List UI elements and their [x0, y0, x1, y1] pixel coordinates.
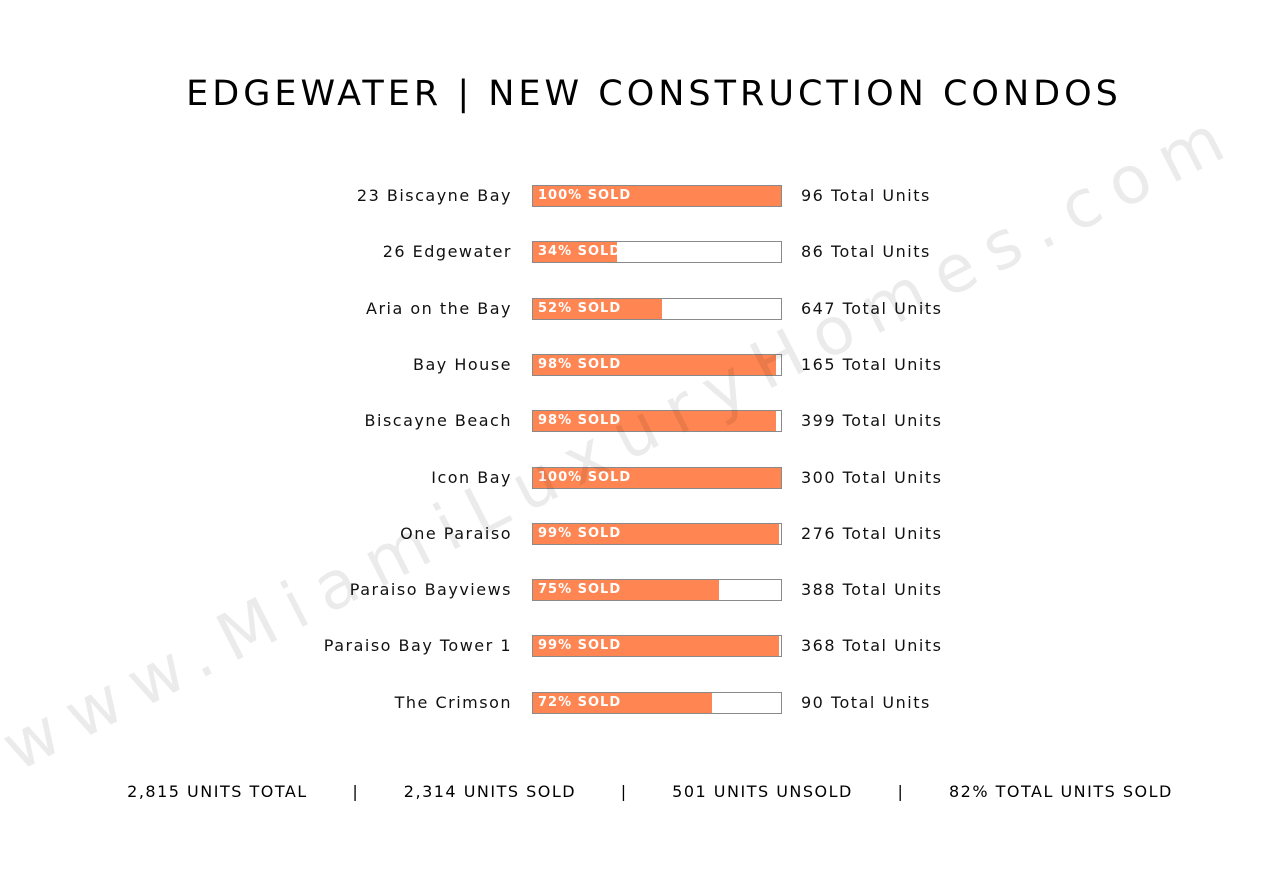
summary-unsold: 501 UNITS UNSOLD [672, 782, 853, 801]
summary-separator: | [620, 782, 628, 801]
bar-row: Paraiso Bayviews 75% SOLD 388 Total Units [0, 578, 1280, 602]
bar-fill [533, 636, 779, 656]
data-label: 75% SOLD [538, 582, 622, 597]
bar-track: 98% SOLD [532, 354, 782, 376]
bar-track: 99% SOLD [532, 523, 782, 545]
bar-fill [533, 580, 719, 600]
total-units-label: 86 Total Units [801, 242, 931, 261]
category-label: The Crimson [394, 693, 512, 712]
total-units-label: 368 Total Units [801, 636, 943, 655]
bar-row: One Paraiso 99% SOLD 276 Total Units [0, 522, 1280, 546]
bar-track: 99% SOLD [532, 635, 782, 657]
summary-line: 2,815 UNITS TOTAL | 2,314 UNITS SOLD | 5… [0, 782, 1280, 801]
category-label: One Paraiso [400, 524, 512, 543]
data-label: 72% SOLD [538, 695, 622, 710]
bar-row: Bay House 98% SOLD 165 Total Units [0, 353, 1280, 377]
bar-track: 72% SOLD [532, 692, 782, 714]
data-label: 99% SOLD [538, 638, 622, 653]
bar-track: 100% SOLD [532, 185, 782, 207]
bar-fill [533, 186, 781, 206]
bar-track: 100% SOLD [532, 467, 782, 489]
category-label: 23 Biscayne Bay [356, 186, 512, 205]
summary-percent: 82% TOTAL UNITS SOLD [948, 782, 1173, 801]
bar-track: 52% SOLD [532, 298, 782, 320]
data-label: 98% SOLD [538, 357, 622, 372]
category-label: Bay House [413, 355, 512, 374]
total-units-label: 96 Total Units [801, 186, 931, 205]
bar-track: 98% SOLD [532, 410, 782, 432]
data-label: 52% SOLD [538, 301, 622, 316]
category-label: Aria on the Bay [366, 299, 512, 318]
total-units-label: 276 Total Units [801, 524, 943, 543]
bar-fill [533, 242, 618, 262]
bar-fill [533, 411, 777, 431]
bar-row: 26 Edgewater 34% SOLD 86 Total Units [0, 240, 1280, 264]
total-units-label: 399 Total Units [801, 411, 943, 430]
summary-sold: 2,314 UNITS SOLD [403, 782, 577, 801]
summary-separator: | [897, 782, 905, 801]
bar-row: The Crimson 72% SOLD 90 Total Units [0, 691, 1280, 715]
bar-fill [533, 468, 781, 488]
data-label: 100% SOLD [538, 188, 632, 203]
total-units-label: 388 Total Units [801, 580, 943, 599]
total-units-label: 647 Total Units [801, 299, 943, 318]
data-label: 100% SOLD [538, 470, 632, 485]
bar-row: Paraiso Bay Tower 1 99% SOLD 368 Total Uni… [0, 634, 1280, 658]
category-label: Icon Bay [431, 468, 512, 487]
chart-title: EDGEWATER | NEW CONSTRUCTION CONDOS [186, 74, 1122, 114]
bar-track: 34% SOLD [532, 241, 782, 263]
total-units-label: 90 Total Units [801, 693, 931, 712]
category-label: Paraiso Bay Tower 1 [323, 636, 512, 655]
bar-row: Biscayne Beach 98% SOLD 399 Total Units [0, 409, 1280, 433]
category-label: 26 Edgewater [382, 242, 512, 261]
bar-track: 75% SOLD [532, 579, 782, 601]
bar-fill [533, 299, 662, 319]
summary-separator: | [352, 782, 360, 801]
bar-row: Aria on the Bay 52% SOLD 647 Total Units [0, 297, 1280, 321]
summary-total: 2,815 UNITS TOTAL [127, 782, 308, 801]
bar-row: Icon Bay 100% SOLD 300 Total Units [0, 466, 1280, 490]
data-label: 98% SOLD [538, 413, 622, 428]
data-label: 34% SOLD [538, 244, 622, 259]
bar-fill [533, 524, 779, 544]
data-label: 99% SOLD [538, 526, 622, 541]
bar-row: 23 Biscayne Bay 100% SOLD 96 Total Units [0, 184, 1280, 208]
bar-fill [533, 693, 712, 713]
total-units-label: 165 Total Units [801, 355, 943, 374]
category-label: Biscayne Beach [364, 411, 512, 430]
total-units-label: 300 Total Units [801, 468, 943, 487]
bar-fill [533, 355, 777, 375]
category-label: Paraiso Bayviews [349, 580, 512, 599]
